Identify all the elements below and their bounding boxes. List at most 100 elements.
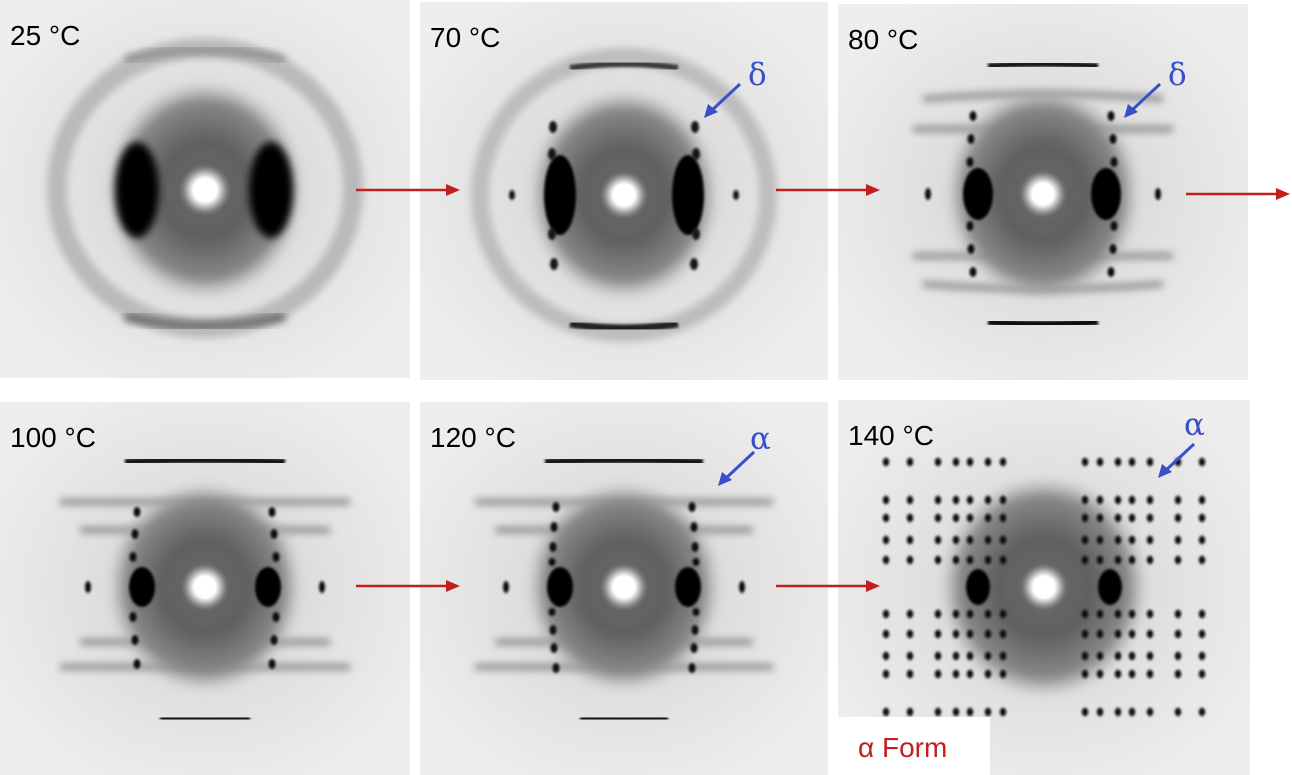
diffraction-spot (1096, 513, 1104, 523)
diffraction-spot (1198, 495, 1206, 505)
diffraction-spot (999, 513, 1007, 523)
diffraction-spot (952, 669, 960, 679)
diffraction-spot (1198, 669, 1206, 679)
diffraction-panel-25c: 25 °C (0, 0, 410, 378)
diffraction-spot (952, 629, 960, 639)
diffraction-spot (1174, 495, 1182, 505)
diffraction-spot (906, 535, 914, 545)
diffraction-spot (999, 609, 1007, 619)
diffraction-spot (999, 535, 1007, 545)
diffraction-spot (1146, 609, 1154, 619)
diffraction-spot (966, 707, 974, 717)
diffraction-spot (1114, 629, 1122, 639)
diffraction-pattern-140c (838, 400, 1250, 775)
diffraction-spot (934, 629, 942, 639)
diffraction-spot (1146, 629, 1154, 639)
diffraction-spot (1114, 651, 1122, 661)
alpha-marker: α (750, 421, 771, 457)
diffraction-spot (1081, 651, 1089, 661)
diffraction-spot (906, 555, 914, 565)
diffraction-spot (1146, 495, 1154, 505)
diffraction-spot (984, 457, 992, 467)
diffraction-spot (999, 629, 1007, 639)
diffraction-spot (1096, 707, 1104, 717)
diffraction-spot (1198, 535, 1206, 545)
diffraction-spot (966, 629, 974, 639)
diffraction-spot (1114, 609, 1122, 619)
diffraction-spot (1174, 609, 1182, 619)
diffraction-spot (1174, 629, 1182, 639)
diffraction-spot (906, 457, 914, 467)
temperature-label: 25 °C (10, 20, 81, 51)
temperature-label: 70 °C (430, 22, 501, 53)
diffraction-spot (984, 707, 992, 717)
diffraction-spot (984, 495, 992, 505)
diffraction-spot (1198, 555, 1206, 565)
diffraction-spot (1128, 555, 1136, 565)
alpha-form-label: α Form (858, 732, 948, 763)
diffraction-spot (1114, 457, 1122, 467)
temperature-label: 120 °C (430, 422, 516, 453)
diffraction-spot (1096, 535, 1104, 545)
diffraction-spot (1146, 535, 1154, 545)
diffraction-spot (952, 555, 960, 565)
diffraction-spot (882, 707, 890, 717)
diffraction-spot (952, 457, 960, 467)
diffraction-spot (1146, 707, 1154, 717)
diffraction-spot (984, 669, 992, 679)
diffraction-spot (882, 535, 890, 545)
diffraction-spot (1081, 495, 1089, 505)
diffraction-spot (1096, 609, 1104, 619)
red-transition-arrow (356, 184, 460, 196)
diffraction-spot (1114, 495, 1122, 505)
diffraction-spot (1174, 513, 1182, 523)
diffraction-spot (966, 513, 974, 523)
diffraction-spot (966, 495, 974, 505)
red-transition-arrow (1186, 188, 1290, 200)
diffraction-spot (1174, 555, 1182, 565)
diffraction-spot (906, 669, 914, 679)
diffraction-spot (984, 629, 992, 639)
diffraction-spot (984, 535, 992, 545)
diffraction-spot (1128, 457, 1136, 467)
diffraction-spot (1146, 669, 1154, 679)
diffraction-spot (1081, 669, 1089, 679)
diffraction-spot (1146, 555, 1154, 565)
diffraction-spot (1146, 457, 1154, 467)
diffraction-spot (1114, 555, 1122, 565)
diffraction-spot (882, 495, 890, 505)
diffraction-panel-70c: 70 °C δ (420, 2, 828, 380)
diffraction-spot (966, 555, 974, 565)
blue-pointer-arrow (704, 82, 742, 118)
diffraction-spot (1081, 609, 1089, 619)
diffraction-pattern-120c (420, 402, 828, 775)
diffraction-spot (952, 495, 960, 505)
temperature-label: 80 °C (848, 24, 919, 55)
diffraction-spot (906, 495, 914, 505)
diffraction-spot (1198, 629, 1206, 639)
diffraction-spot (1146, 513, 1154, 523)
diffraction-spot (934, 651, 942, 661)
diffraction-spot (934, 555, 942, 565)
diffraction-spot (999, 495, 1007, 505)
diffraction-spot (984, 651, 992, 661)
diffraction-pattern-70c (420, 2, 828, 380)
diffraction-spot (1174, 651, 1182, 661)
diffraction-spot (1096, 629, 1104, 639)
diffraction-spot (1198, 457, 1206, 467)
diffraction-spot (934, 669, 942, 679)
diffraction-spot (1096, 669, 1104, 679)
diffraction-spot (1081, 457, 1089, 467)
diffraction-spot (934, 513, 942, 523)
diffraction-spot (952, 535, 960, 545)
diffraction-spot (1174, 535, 1182, 545)
diffraction-spot (952, 707, 960, 717)
diffraction-spot (1081, 513, 1089, 523)
diffraction-spot (882, 513, 890, 523)
diffraction-spot (882, 629, 890, 639)
diffraction-spot (1174, 707, 1182, 717)
diffraction-spot (882, 669, 890, 679)
diffraction-spot (999, 457, 1007, 467)
diffraction-spot (906, 513, 914, 523)
diffraction-spot (999, 669, 1007, 679)
